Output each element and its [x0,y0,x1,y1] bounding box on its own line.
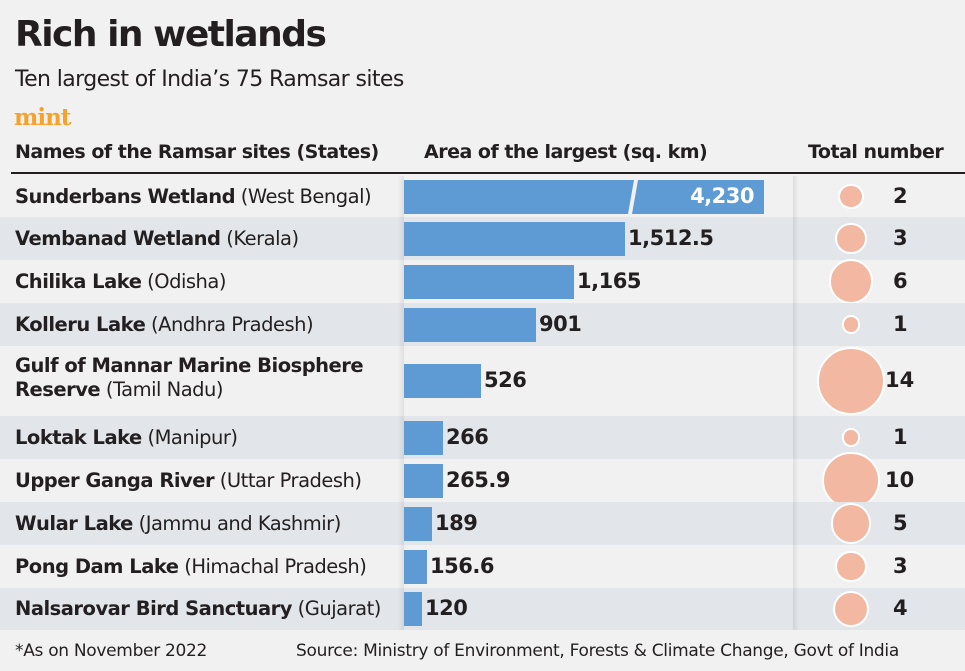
site-name: Vembanad Wetland (Kerala) [15,227,400,251]
area-label: 266 [446,424,489,449]
total-bubble [832,590,870,628]
table-row: Upper Ganga River (Uttar Pradesh) 265.9 10 [0,451,965,510]
site-title: Sunderbans Wetland [15,184,236,208]
table-row: Loktak Lake (Manipur) 266 1 [0,416,965,459]
total-bubble [817,347,885,415]
site-name: Loktak Lake (Manipur) [15,426,400,450]
site-name: Gulf of Mannar Marine Biosphere Reserve … [15,354,395,402]
site-title: Kolleru Lake [15,312,146,336]
total-bubble [835,550,867,583]
total-bubble [838,183,864,210]
site-title: Gulf of Mannar Marine Biosphere Reserve [15,354,364,401]
site-title: Loktak Lake [15,425,142,449]
total-label: 2 [893,183,908,208]
site-title: Pong Dam Lake [15,554,179,578]
total-bubble [841,428,861,447]
table-row: Sunderbans Wetland (West Bengal) 4,230 2 [0,176,965,217]
site-state: (Jammu and Kashmir) [138,511,342,535]
header-area: Area of the largest (sq. km) [424,141,708,163]
footnote: *As on November 2022 [15,641,208,661]
total-bubble [835,222,867,255]
site-name: Sunderbans Wetland (West Bengal) [15,185,400,209]
site-name: Wular Lake (Jammu and Kashmir) [15,512,400,536]
area-label: 901 [539,311,582,336]
total-label: 5 [893,510,908,535]
total-bubble [841,315,861,334]
site-title: Chilika Lake [15,269,142,293]
column-divider [793,176,799,630]
table-row: Pong Dam Lake (Himachal Pradesh) 156.6 3 [0,545,965,588]
column-divider [398,176,404,630]
header-total: Total number [808,141,944,163]
total-label: 10 [885,467,915,492]
table-row: Gulf of Mannar Marine Biosphere Reserve … [0,346,965,416]
total-label: 1 [893,311,908,336]
chart-title: Rich in wetlands [15,14,327,55]
total-bubble [830,503,872,544]
chart-subtitle: Ten largest of India’s 75 Ramsar sites [15,67,404,92]
site-title: Wular Lake [15,511,133,535]
area-label: 1,512.5 [628,225,714,250]
site-name: Upper Ganga River (Uttar Pradesh) [15,469,400,493]
site-name: Kolleru Lake (Andhra Pradesh) [15,313,400,337]
area-label: 265.9 [446,467,510,492]
table-row: Kolleru Lake (Andhra Pradesh) 901 1 [0,303,965,346]
table-row: Wular Lake (Jammu and Kashmir) 189 5 [0,502,965,545]
site-state: (Himachal Pradesh) [184,554,367,578]
area-bar [404,420,443,455]
total-label: 3 [893,553,908,578]
total-label: 1 [893,424,908,449]
total-label: 4 [893,596,908,620]
table-row: Chilika Lake (Odisha) 1,165 6 [0,259,965,304]
area-bar [404,307,536,342]
area-label: 156.6 [430,553,494,578]
total-label: 3 [893,225,908,250]
site-title: Upper Ganga River [15,468,215,492]
site-state: (West Bengal) [240,184,372,208]
area-label: 189 [435,510,478,535]
area-bar [404,179,764,214]
total-bubble [822,451,880,510]
area-label: 526 [484,368,527,392]
area-bar [404,364,481,398]
site-state: (Odisha) [147,269,226,293]
site-state: (Kerala) [226,226,299,250]
area-bar [404,506,432,541]
header-divider [11,172,965,174]
site-title: Nalsarovar Bird Sanctuary [15,597,292,620]
site-name: Chilika Lake (Odisha) [15,270,400,294]
area-bar [404,463,443,498]
area-bar [404,221,625,256]
area-bar [404,549,427,584]
area-label: 1,165 [577,268,641,293]
area-label: 120 [425,596,468,620]
area-bar [404,592,422,626]
site-state: (Gujarat) [297,597,382,620]
site-state: (Manipur) [147,425,239,449]
total-bubble [828,259,874,304]
site-title: Vembanad Wetland [15,226,221,250]
site-state: (Andhra Pradesh) [151,312,314,336]
area-bar [404,264,574,299]
header-names: Names of the Ramsar sites (States) [15,141,379,163]
total-label: 6 [893,268,908,293]
site-name: Nalsarovar Bird Sanctuary (Gujarat) [15,597,400,621]
site-state: (Tamil Nadu) [105,378,224,401]
site-name: Pong Dam Lake (Himachal Pradesh) [15,555,400,579]
table-row: Vembanad Wetland (Kerala) 1,512.5 3 [0,217,965,260]
mint-logo: mint [14,104,71,131]
source: Source: Ministry of Environment, Forests… [296,641,899,661]
area-label: 4,230 [690,183,754,208]
total-label: 14 [885,368,915,392]
site-state: (Uttar Pradesh) [219,468,362,492]
table-row: Nalsarovar Bird Sanctuary (Gujarat) 120 4 [0,588,965,630]
